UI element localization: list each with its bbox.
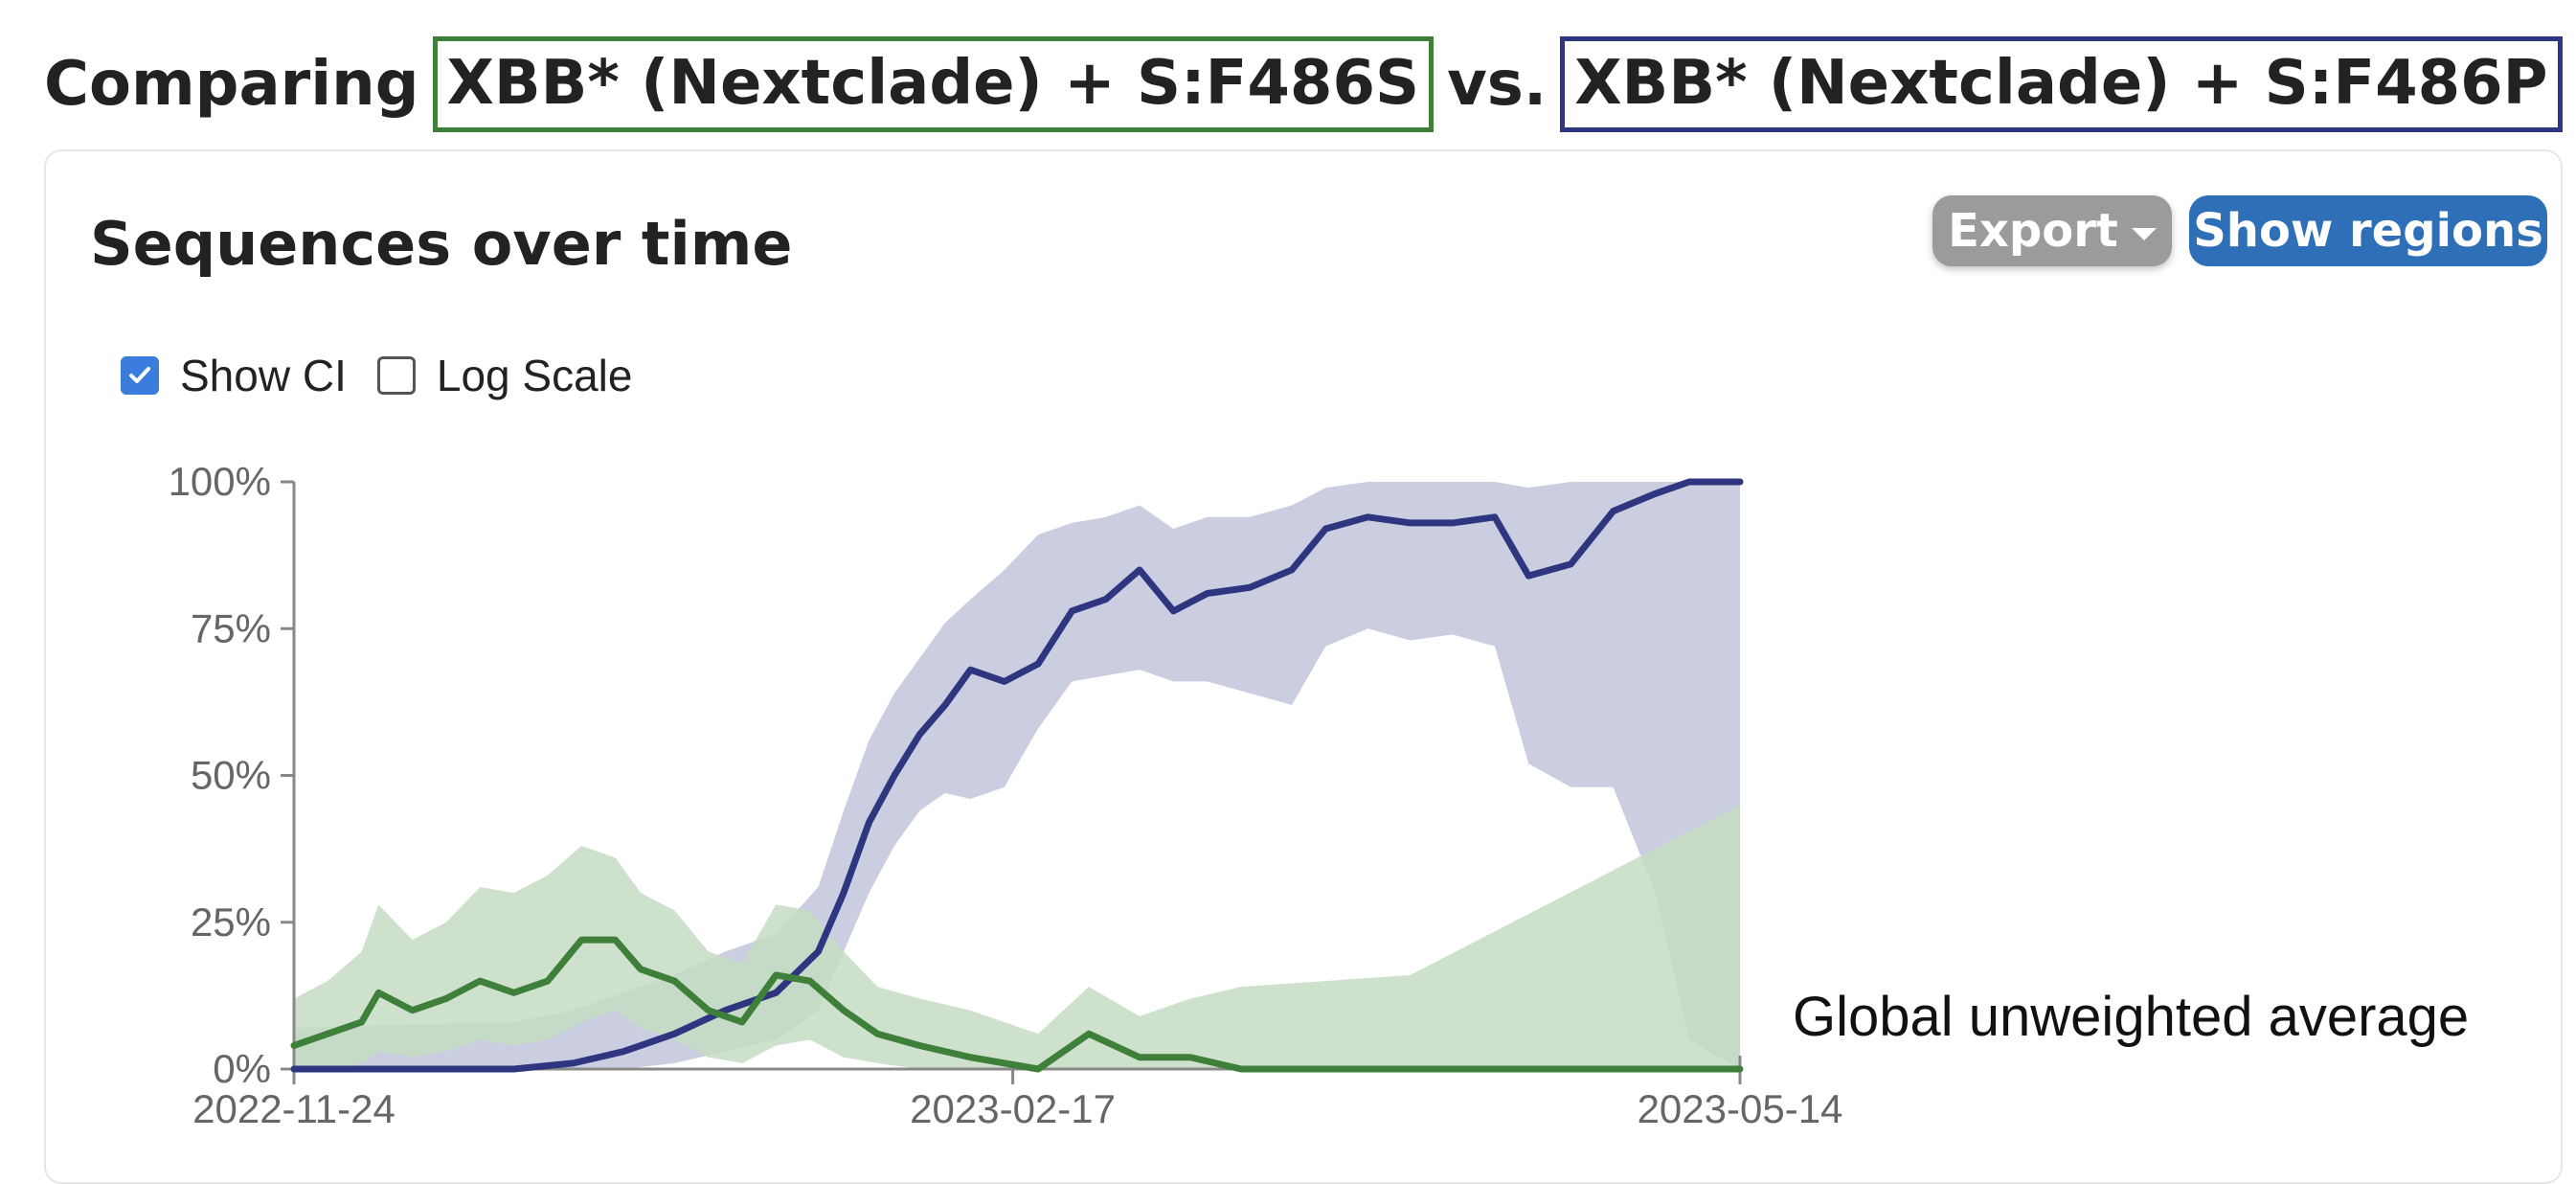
y-tick-label: 100% bbox=[169, 459, 271, 504]
ci-band-series-2 bbox=[294, 805, 1740, 1069]
comparison-heading: Comparing XBB* (Nextclade) + S:F486S vs.… bbox=[44, 31, 2563, 138]
y-tick-label: 0% bbox=[213, 1046, 271, 1091]
y-tick-label: 25% bbox=[191, 899, 271, 945]
chart-annotation: Global unweighted average bbox=[1793, 986, 2469, 1048]
heading-separator: vs. bbox=[1447, 49, 1548, 120]
show-ci-label: Show CI bbox=[180, 351, 347, 400]
y-tick-label: 50% bbox=[191, 753, 271, 798]
x-tick-label: 2022-11-24 bbox=[192, 1086, 395, 1131]
variant-a-label: XBB* (Nextclade) + S:F486S bbox=[432, 36, 1435, 132]
variant-b-label: XBB* (Nextclade) + S:F486P bbox=[1560, 36, 2563, 132]
series-line-1 bbox=[290, 478, 1744, 1073]
series-line-2 bbox=[290, 936, 1744, 1073]
checkmark-icon bbox=[129, 367, 150, 383]
y-tick-label: 75% bbox=[191, 605, 271, 650]
show-regions-button[interactable]: Show regions bbox=[2189, 195, 2547, 266]
chart-options: Show CI Log Scale bbox=[121, 347, 632, 404]
export-button[interactable]: Export bbox=[1932, 195, 2172, 266]
log-scale-checkbox[interactable] bbox=[376, 356, 416, 395]
log-scale-label: Log Scale bbox=[436, 351, 633, 400]
x-tick-label: 2023-02-17 bbox=[910, 1086, 1116, 1131]
ci-band-series-1 bbox=[294, 482, 1740, 1069]
card-title: Sequences over time bbox=[90, 209, 793, 279]
caret-down-icon bbox=[2131, 227, 2157, 240]
heading-prefix: Comparing bbox=[44, 49, 419, 120]
export-label: Export bbox=[1948, 204, 2118, 258]
show-ci-checkbox[interactable] bbox=[121, 356, 159, 395]
x-tick-label: 2023-05-14 bbox=[1638, 1086, 1843, 1131]
